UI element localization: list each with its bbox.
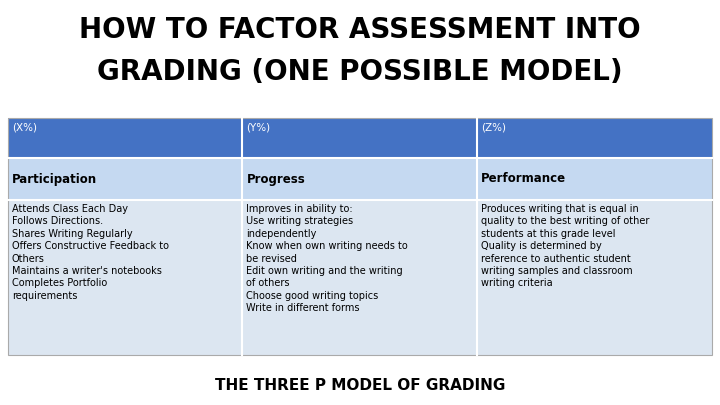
Bar	[243, 200, 477, 355]
Text: Improves in ability to:
Use writing strategies
independently
Know when own writi: Improves in ability to: Use writing stra…	[246, 204, 408, 313]
Bar	[477, 200, 712, 355]
Text: (Z%): (Z%)	[481, 122, 506, 132]
Text: THE THREE P MODEL OF GRADING: THE THREE P MODEL OF GRADING	[215, 377, 505, 392]
Text: GRADING (ONE POSSIBLE MODEL): GRADING (ONE POSSIBLE MODEL)	[97, 58, 623, 86]
Bar	[243, 118, 477, 158]
Text: HOW TO FACTOR ASSESSMENT INTO: HOW TO FACTOR ASSESSMENT INTO	[79, 16, 641, 44]
Bar	[8, 158, 243, 200]
Bar	[477, 158, 712, 200]
Text: Produces writing that is equal in
quality to the best writing of other
students : Produces writing that is equal in qualit…	[481, 204, 649, 288]
Text: (X%): (X%)	[12, 122, 37, 132]
Text: Performance: Performance	[481, 173, 566, 185]
Bar	[477, 118, 712, 158]
Text: Progress: Progress	[246, 173, 305, 185]
Bar	[243, 158, 477, 200]
Text: Attends Class Each Day
Follows Directions.
Shares Writing Regularly
Offers Const: Attends Class Each Day Follows Direction…	[12, 204, 169, 301]
Bar	[8, 118, 712, 355]
Bar	[8, 200, 243, 355]
Text: Participation: Participation	[12, 173, 97, 185]
Text: (Y%): (Y%)	[246, 122, 271, 132]
Bar	[8, 118, 243, 158]
